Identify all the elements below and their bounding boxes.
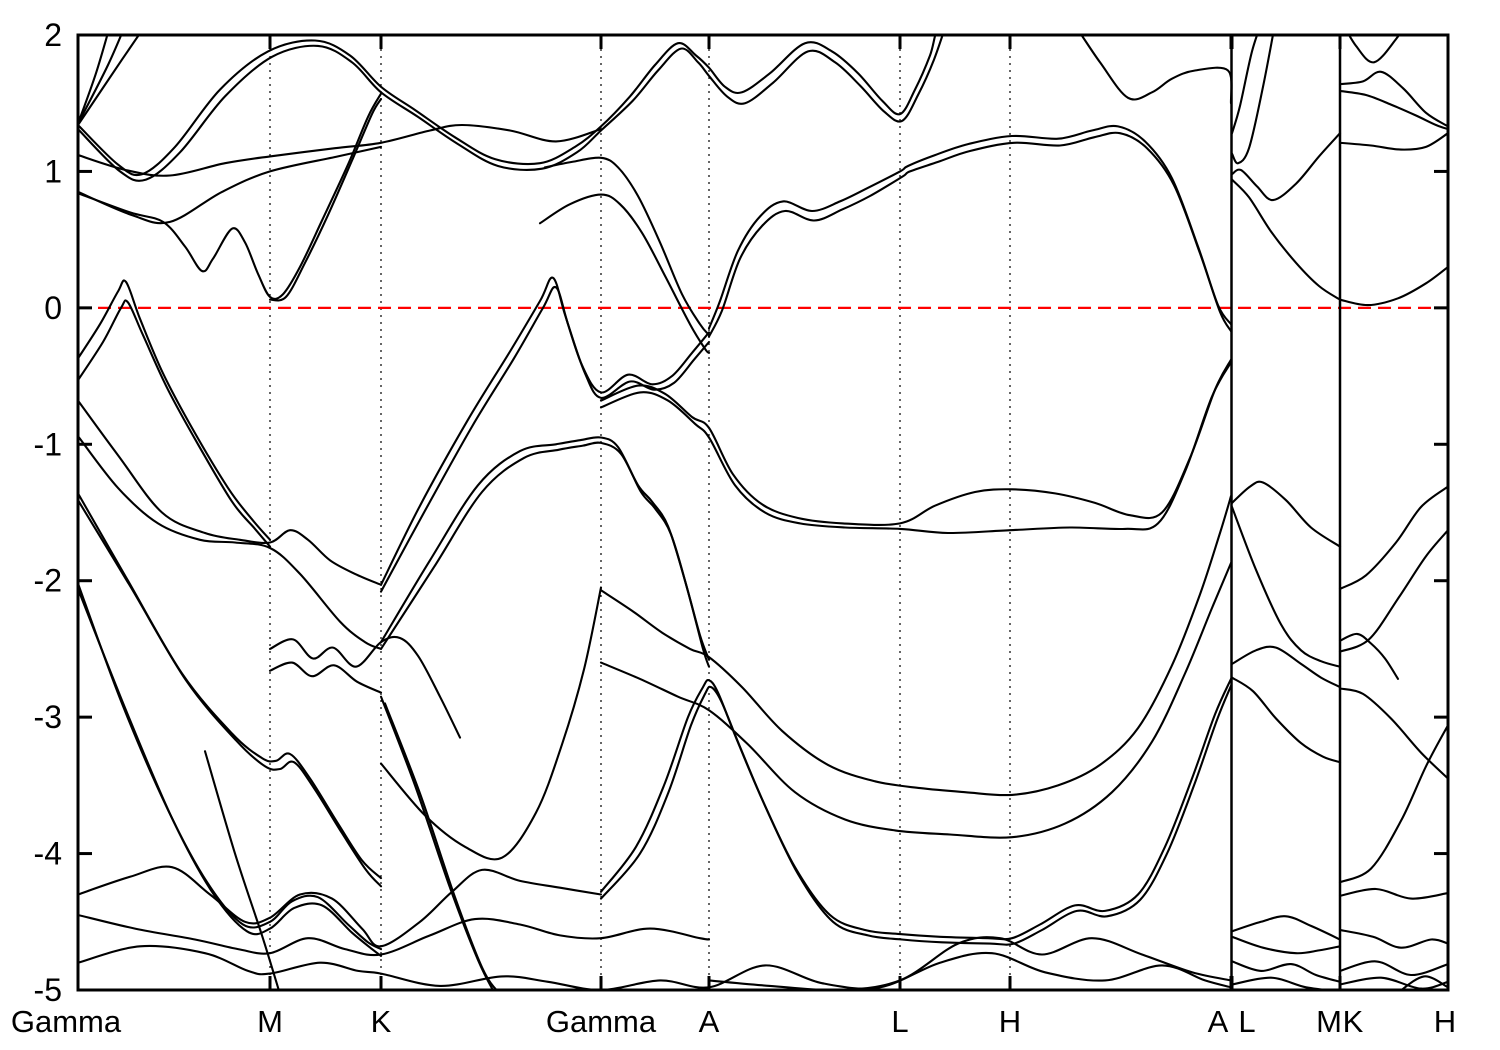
band-path <box>599 361 1233 535</box>
band-path <box>78 435 383 650</box>
band-path <box>1338 976 1448 990</box>
k-point-label-gamma: Gamma <box>546 1004 657 1039</box>
band-path <box>707 124 1233 330</box>
band-path <box>268 661 383 694</box>
k-point-label-gamma: Gamma <box>11 1004 122 1039</box>
y-axis-label: 1 <box>44 153 62 189</box>
band-path <box>78 399 383 586</box>
k-point-label-l: L <box>891 1004 908 1039</box>
k-point-label-k: K <box>371 1004 392 1039</box>
band-path <box>1338 70 1448 128</box>
band-path <box>1347 35 1401 64</box>
band-path <box>203 750 280 990</box>
band-path <box>78 123 603 177</box>
band-path <box>78 913 711 957</box>
band-path <box>543 156 711 337</box>
band-path <box>379 436 711 661</box>
band-path <box>707 131 1233 338</box>
band-path <box>268 635 462 739</box>
y-axis-label: -2 <box>34 563 62 599</box>
band-path <box>1338 724 1448 884</box>
k-point-label-l: L <box>1238 1004 1255 1039</box>
band-path <box>1230 35 1275 165</box>
band-path <box>78 35 109 125</box>
band-lines-group <box>78 35 1448 990</box>
band-path <box>78 944 1233 990</box>
band-path <box>1230 35 1259 135</box>
band-path <box>1230 935 1342 955</box>
band-path <box>599 358 1233 527</box>
plot-frame <box>76 33 1450 992</box>
band-path <box>1338 632 1400 680</box>
band-path <box>599 677 1233 941</box>
band-path <box>78 92 383 300</box>
band-path <box>379 441 711 668</box>
band-path <box>78 492 383 880</box>
k-point-label-h: H <box>1434 1004 1456 1039</box>
band-path <box>1230 505 1342 668</box>
band-path <box>1338 265 1448 307</box>
band-path <box>78 35 123 125</box>
band-path <box>1399 975 1448 990</box>
k-point-label-m: M <box>1316 1004 1342 1039</box>
k-point-label-m: M <box>257 1004 283 1039</box>
band-path <box>268 98 383 302</box>
y-axis-label: 2 <box>44 17 62 53</box>
band-path <box>383 702 498 990</box>
k-point-label-a: A <box>699 1004 720 1039</box>
y-axis-label: -3 <box>34 699 62 735</box>
band-path <box>1230 645 1342 689</box>
y-axis-label: 0 <box>44 290 62 326</box>
band-path <box>1338 928 1448 949</box>
y-axis-label: -1 <box>34 426 62 462</box>
band-path <box>1338 887 1448 900</box>
band-path <box>78 582 383 951</box>
band-path <box>1338 687 1448 780</box>
band-path <box>1338 132 1448 151</box>
band-path <box>707 936 1233 990</box>
k-point-label-a: A <box>1208 1004 1229 1039</box>
band-path <box>379 276 711 586</box>
band-path <box>1230 480 1342 548</box>
band-path <box>1338 89 1448 131</box>
band-path <box>1230 960 1342 983</box>
band-path <box>78 299 272 548</box>
k-point-label-h: H <box>999 1004 1021 1039</box>
band-path <box>78 35 1233 177</box>
band-path <box>78 35 140 127</box>
band-path <box>538 193 711 354</box>
band-path <box>1230 178 1342 301</box>
band-path <box>599 684 1233 946</box>
band-path <box>1230 915 1342 941</box>
band-path <box>1230 676 1342 764</box>
band-path <box>599 561 1233 839</box>
band-path <box>1338 960 1448 977</box>
y-axis-label: -5 <box>34 972 62 1008</box>
band-path <box>379 285 711 593</box>
band-path <box>1338 485 1448 590</box>
band-path <box>78 279 272 541</box>
band-path <box>78 145 383 225</box>
band-path <box>599 495 1233 797</box>
k-point-label-k: K <box>1343 1004 1364 1039</box>
band-path <box>78 35 944 182</box>
band-path <box>1338 529 1448 653</box>
band-path <box>1230 132 1342 202</box>
y-axis-label: -4 <box>34 836 62 872</box>
band-path <box>78 499 383 888</box>
band-path <box>78 865 603 948</box>
band-path <box>379 586 603 861</box>
